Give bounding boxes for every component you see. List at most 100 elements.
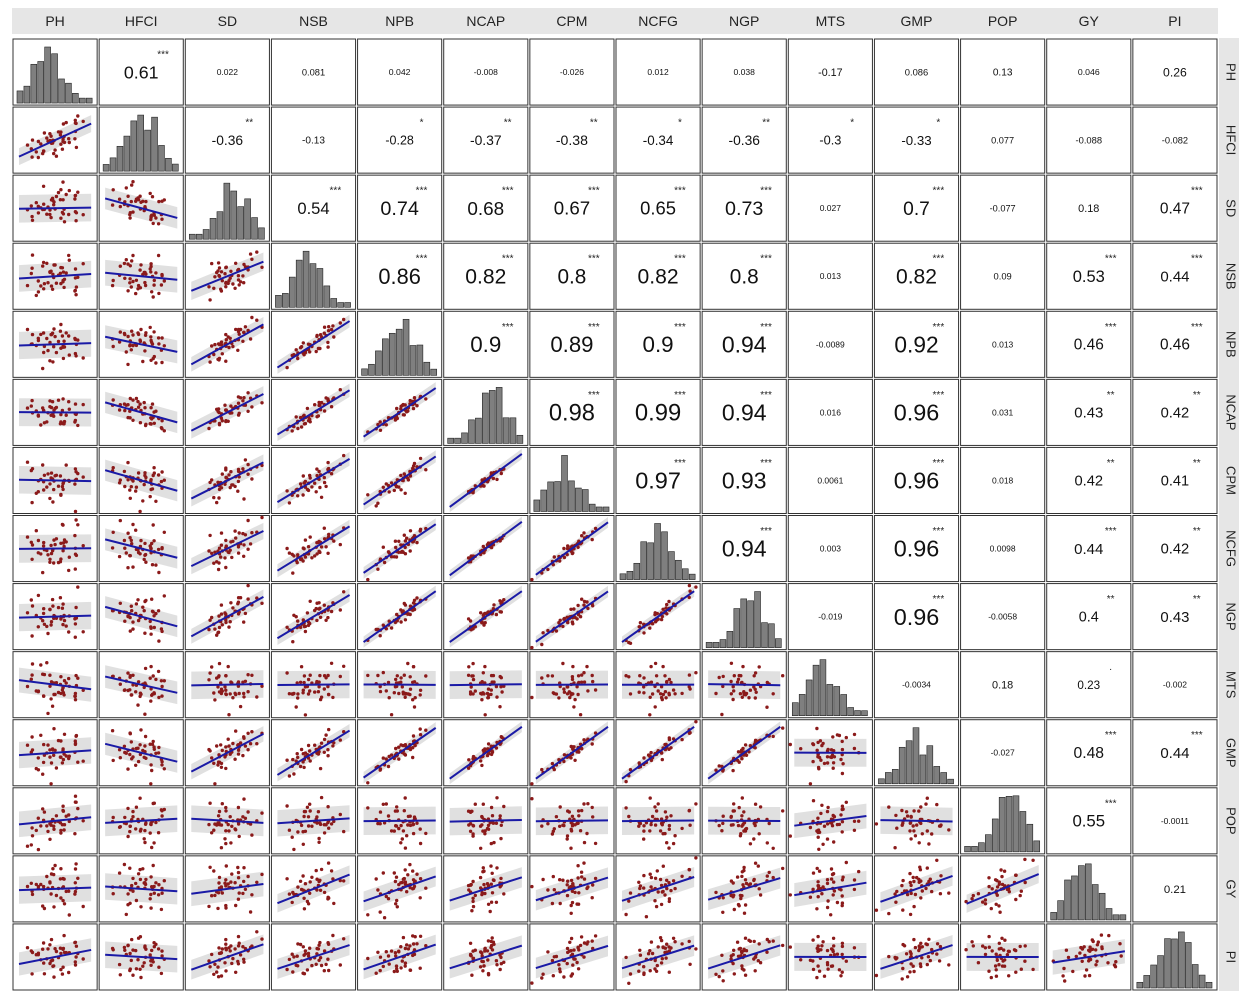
histogram-bar: [1012, 795, 1020, 853]
scatter-point: [821, 842, 825, 846]
scatter-point: [573, 697, 577, 702]
scatter-point: [811, 742, 816, 747]
scatter-point: [216, 965, 220, 969]
scatter-point: [909, 837, 913, 841]
scatter-point: [582, 861, 586, 865]
scatter-point: [753, 671, 758, 675]
scatter-point: [122, 331, 127, 336]
scatter-point: [60, 408, 65, 413]
scatter-point: [326, 551, 330, 555]
significance-stars: ***: [933, 254, 945, 265]
scatter-point: [148, 619, 152, 624]
panel-NGP-NPB: [357, 583, 443, 651]
scatter-point: [738, 946, 743, 951]
scatter-point: [162, 279, 166, 283]
panel-frame: [98, 38, 184, 106]
scatter-point: [550, 674, 555, 678]
scatter-point: [229, 680, 233, 684]
regression-line: [104, 538, 178, 559]
scatter-point: [60, 484, 65, 489]
scatter-point: [298, 764, 303, 769]
scatter-point: [832, 953, 837, 957]
scatter-point: [947, 963, 951, 967]
scatter-point: [231, 483, 235, 487]
scatter-point: [821, 940, 825, 944]
row-strip-label: CPM: [1224, 466, 1239, 495]
significance-stars: ***: [760, 526, 772, 537]
scatter-point: [30, 634, 34, 638]
scatter-point: [499, 685, 503, 689]
scatter-point: [572, 705, 576, 709]
scatter-point: [411, 823, 415, 827]
histogram-bar: [1143, 975, 1151, 989]
row-strip-label: GMP: [1224, 738, 1239, 768]
scatter-point: [317, 836, 321, 841]
scatter-point: [322, 823, 326, 827]
scatter-point: [649, 680, 654, 684]
regression-line: [362, 590, 437, 643]
scatter-point: [234, 261, 238, 265]
scatter-point: [73, 892, 77, 896]
scatter-point: [299, 345, 304, 349]
correlation-value: 0.93: [722, 467, 767, 493]
scatter-point: [479, 759, 483, 763]
scatter-point: [915, 823, 919, 827]
scatter-point: [136, 331, 140, 335]
scatter-point: [467, 758, 471, 762]
scatter-point: [997, 941, 1001, 945]
scatter-point: [902, 889, 907, 893]
scatter-point: [152, 941, 156, 945]
histogram-bar: [533, 499, 541, 512]
scatter-point: [243, 744, 248, 748]
scatter-point: [237, 332, 241, 336]
scatter-point: [228, 752, 232, 756]
histogram-bar: [388, 332, 396, 376]
scatter-point: [405, 536, 409, 540]
scatter-point: [318, 766, 323, 771]
scatter-point: [741, 746, 745, 751]
scatter-point: [45, 874, 49, 879]
significance-stars: ***: [933, 186, 945, 197]
scatter-point: [638, 621, 643, 625]
scatter-point: [131, 620, 135, 624]
scatter-point: [565, 946, 570, 951]
scatter-point: [74, 944, 79, 948]
scatter-point: [238, 704, 243, 709]
histogram-bar: [712, 642, 720, 648]
scatter-point: [138, 552, 142, 556]
panel-CPM-POP: 0.018: [960, 446, 1046, 514]
panel-HFCI-GY: -0.088: [1046, 106, 1132, 174]
scatter-point: [402, 413, 406, 417]
scatter-point: [29, 598, 33, 602]
scatter-point: [157, 695, 161, 700]
histogram-bar: [516, 434, 524, 444]
scatter-point: [64, 120, 68, 125]
histogram-bar: [402, 318, 410, 376]
scatter-point: [81, 356, 85, 360]
histogram-bar: [547, 481, 554, 512]
panel-SD-GY: 0.18: [1046, 174, 1132, 242]
scatter-point: [816, 964, 820, 968]
scatter-point: [29, 881, 33, 885]
scatter-point: [49, 697, 53, 701]
scatter-point: [387, 490, 391, 494]
scatter-point: [937, 959, 942, 963]
scatter-point: [59, 867, 63, 871]
scatter-point: [246, 673, 250, 677]
scatter-point: [628, 768, 633, 772]
scatter-point: [58, 596, 63, 600]
scatter-point: [212, 495, 216, 500]
scatter-point: [123, 948, 127, 952]
scatter-point: [1014, 897, 1018, 902]
scatter-point: [111, 278, 115, 283]
scatter-point: [656, 617, 660, 621]
scatter-point: [930, 889, 934, 894]
scatter-point: [915, 875, 919, 880]
scatter-point: [327, 727, 331, 732]
scatter-point: [687, 868, 692, 872]
scatter-point: [67, 212, 71, 217]
scatter-point: [393, 951, 398, 955]
scatter-point: [565, 893, 570, 898]
scatter-point: [395, 905, 399, 909]
scatter-point: [234, 828, 238, 832]
